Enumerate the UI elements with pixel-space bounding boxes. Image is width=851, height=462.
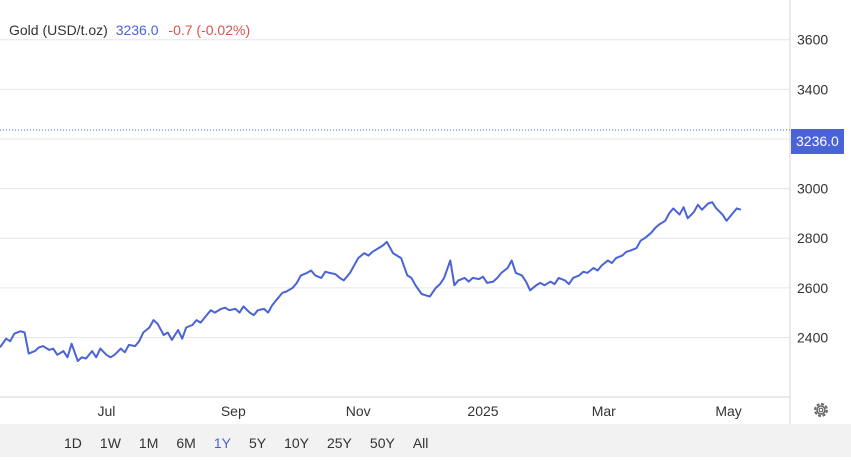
range-button-25y[interactable]: 25Y: [326, 435, 352, 451]
x-tick-label: 2025: [467, 403, 498, 419]
legend-change: -0.7 (-0.02%): [168, 22, 251, 38]
range-button-1w[interactable]: 1W: [99, 435, 121, 451]
range-button-1y[interactable]: 1Y: [213, 435, 231, 451]
range-button-all[interactable]: All: [412, 435, 429, 451]
x-tick-label: Sep: [221, 403, 246, 419]
range-button-50y[interactable]: 50Y: [369, 435, 395, 451]
series-line-gold: [0, 201, 742, 362]
x-tick-labels: Jul Sep Nov 2025 Mar May: [97, 403, 741, 419]
range-button-1d[interactable]: 1D: [64, 435, 82, 451]
y-tick-labels: 2400 2600 2800 3000 3400 3600: [797, 32, 828, 346]
legend-last-value: 3236.0: [115, 22, 159, 38]
price-chart: 2400 2600 2800 3000 3400 3600 Jul Sep Nov 2025 Ma…: [0, 0, 828, 424]
x-tick-label: May: [715, 403, 741, 419]
y-tick-label: 3600: [797, 32, 828, 48]
x-tick-label: Mar: [592, 403, 616, 419]
x-tick-label: Jul: [97, 403, 115, 419]
grid-lines: [0, 39, 790, 338]
gear-icon[interactable]: [811, 400, 831, 420]
legend: Gold (USD/t.oz) 3236.0 -0.7 (-0.02%): [9, 22, 250, 38]
y-tick-label: 2800: [797, 230, 828, 246]
y-tick-label: 3400: [797, 81, 828, 97]
range-button-5y[interactable]: 5Y: [248, 435, 267, 451]
y-tick-label: 3000: [797, 181, 828, 197]
y-tick-label: 2600: [797, 280, 828, 296]
x-tick-label: Nov: [346, 403, 371, 419]
last-price-tag: 3236.0: [791, 129, 844, 154]
y-tick-label: 2400: [797, 329, 828, 345]
legend-series-name: Gold (USD/t.oz): [9, 22, 108, 38]
range-selector-bar: 1D 1W 1M 6M 1Y 5Y 10Y 25Y 50Y All: [0, 424, 851, 457]
range-button-10y[interactable]: 10Y: [284, 435, 309, 451]
range-button-6m[interactable]: 6M: [176, 435, 196, 451]
range-button-1m[interactable]: 1M: [138, 435, 159, 451]
range-buttons: 1D 1W 1M 6M 1Y 5Y 10Y 25Y 50Y All: [55, 424, 437, 457]
